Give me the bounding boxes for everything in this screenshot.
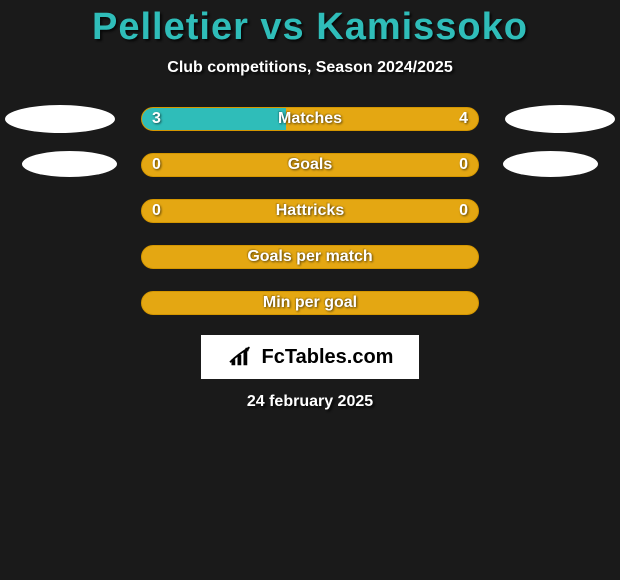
stat-row: 0 Goals 0: [0, 153, 620, 177]
stat-right-value: 0: [459, 156, 468, 174]
stat-bar-gpm: Goals per match: [141, 245, 479, 269]
logo-text: FcTables.com: [262, 346, 394, 369]
stat-label: Goals per match: [247, 248, 372, 266]
page-subtitle: Club competitions, Season 2024/2025: [167, 59, 452, 77]
stat-rows: 3 Matches 4 0 Goals 0 0 Hattricks 0: [0, 107, 620, 315]
stat-left-value: 0: [152, 156, 161, 174]
stat-label: Goals: [288, 156, 332, 174]
bar-fill: [142, 108, 286, 130]
stat-left-value: 3: [152, 110, 161, 128]
fctables-logo[interactable]: FcTables.com: [201, 335, 419, 379]
date-text: 24 february 2025: [247, 393, 373, 411]
stat-label: Matches: [278, 110, 342, 128]
stat-bar-matches: 3 Matches 4: [141, 107, 479, 131]
stat-bar-hattricks: 0 Hattricks 0: [141, 199, 479, 223]
comparison-container: Pelletier vs Kamissoko Club competitions…: [0, 0, 620, 580]
stat-row: 3 Matches 4: [0, 107, 620, 131]
stat-label: Min per goal: [263, 294, 357, 312]
stat-label: Hattricks: [276, 202, 344, 220]
stat-bar-mpg: Min per goal: [141, 291, 479, 315]
stat-row: Goals per match: [0, 245, 620, 269]
bar-chart-icon: [227, 344, 257, 370]
stat-bar-goals: 0 Goals 0: [141, 153, 479, 177]
stat-row: 0 Hattricks 0: [0, 199, 620, 223]
stat-right-value: 4: [459, 110, 468, 128]
stat-right-value: 0: [459, 202, 468, 220]
page-title: Pelletier vs Kamissoko: [92, 6, 528, 49]
stat-row: Min per goal: [0, 291, 620, 315]
stat-left-value: 0: [152, 202, 161, 220]
